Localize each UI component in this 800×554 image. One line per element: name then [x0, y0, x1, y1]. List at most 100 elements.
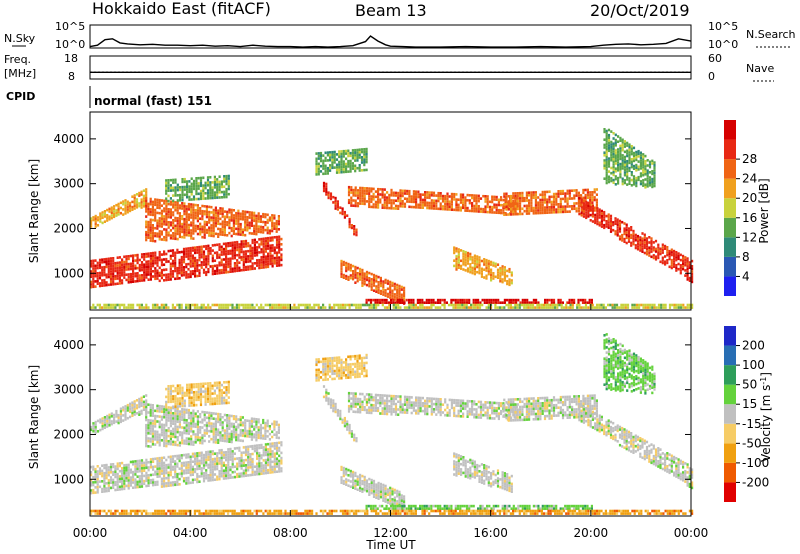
scatter-cell [350, 224, 353, 227]
scatter-cell [94, 486, 97, 489]
scatter-cell [576, 306, 579, 309]
scatter-cell [466, 193, 469, 197]
scatter-cell [624, 306, 627, 309]
scatter-cell [183, 220, 186, 224]
scatter-cell [223, 228, 226, 232]
scatter-cell [160, 274, 163, 277]
scatter-cell [214, 214, 217, 217]
scatter-cell [202, 477, 206, 480]
scatter-cell [114, 465, 117, 468]
scatter-cell [165, 303, 168, 307]
scatter-cell [496, 271, 500, 274]
scatter-cell [510, 200, 513, 203]
scatter-cell [626, 154, 629, 158]
scatter-cell [350, 226, 353, 230]
scatter-cell [324, 167, 327, 170]
scatter-cell [444, 207, 447, 211]
scatter-cell [185, 215, 188, 219]
scatter-cell [238, 457, 241, 460]
scatter-cell [284, 303, 287, 307]
scatter-cell [167, 474, 170, 477]
scatter-cell [439, 306, 442, 309]
scatter-cell [634, 233, 637, 237]
scatter-cell [90, 262, 93, 265]
scatter-cell [101, 474, 104, 478]
scatter-cell [485, 306, 488, 309]
scatter-cell [116, 269, 119, 272]
scatter-cell [158, 266, 161, 270]
scatter-cell [174, 277, 177, 281]
scatter-cell [178, 477, 181, 481]
scatter-cell [112, 473, 115, 476]
scatter-cell [156, 306, 159, 309]
scatter-cell [251, 254, 254, 258]
scatter-cell [356, 194, 360, 197]
scatter-cell [152, 478, 155, 482]
scatter-cell [464, 209, 467, 212]
scatter-cell [570, 298, 573, 302]
scatter-cell [617, 148, 620, 151]
scatter-cell [377, 275, 380, 279]
scatter-cell [149, 481, 152, 485]
scatter-cell [98, 258, 102, 262]
scatter-cell [92, 277, 95, 281]
scatter-cell [607, 216, 610, 219]
scatter-cell [178, 269, 181, 272]
scatter-cell [147, 255, 150, 258]
scatter-cell [616, 234, 619, 237]
scatter-cell [262, 225, 265, 229]
scatter-cell [251, 463, 254, 466]
scatter-cell [269, 466, 272, 469]
scatter-cell [251, 238, 254, 242]
scatter-cell [377, 195, 380, 199]
scatter-cell [103, 260, 106, 264]
scatter-cell [251, 249, 254, 252]
scatter-cell [152, 473, 155, 476]
scatter-cell [623, 158, 626, 161]
scatter-cell [587, 215, 590, 218]
scatter-cell [368, 205, 371, 209]
scatter-cell [140, 198, 143, 201]
scatter-cell [210, 216, 213, 219]
scatter-cell [180, 303, 183, 307]
scatter-cell [165, 469, 168, 472]
scatter-cell [182, 253, 186, 256]
scatter-cell [218, 185, 221, 189]
scatter-cell [355, 233, 358, 237]
scatter-cell [352, 199, 355, 202]
scatter-cell [98, 266, 102, 270]
scatter-cell [253, 241, 256, 244]
scatter-cell [92, 259, 95, 263]
scatter-cell [267, 461, 270, 464]
scatter-cell [108, 421, 111, 424]
scatter-cell [189, 471, 192, 474]
scatter-cell [537, 211, 540, 215]
scatter-cell [410, 205, 413, 209]
scatter-cell [480, 275, 483, 278]
scatter-cell [207, 244, 210, 248]
scatter-cell [584, 303, 588, 307]
scatter-cell [229, 241, 232, 245]
scatter-cell [134, 473, 137, 476]
scatter-cell [249, 463, 252, 466]
scatter-cell [408, 195, 411, 198]
scatter-cell [315, 157, 318, 161]
scatter-cell [655, 306, 658, 309]
scatter-cell [147, 265, 150, 268]
scatter-cell [218, 243, 221, 246]
scatter-cell [220, 245, 223, 249]
scatter-cell [174, 191, 177, 195]
scatter-cell [335, 166, 339, 169]
scatter-cell [347, 193, 351, 197]
scatter-cell [167, 210, 170, 214]
scatter-cell [143, 482, 146, 485]
scatter-cell [172, 189, 175, 192]
scatter-cell [250, 224, 253, 227]
scatter-cell [618, 222, 622, 225]
scatter-cell [635, 179, 638, 182]
scatter-cell [260, 256, 263, 259]
scatter-cell [114, 475, 117, 479]
scatter-cell [550, 205, 553, 209]
scatter-cell [238, 303, 241, 307]
scatter-cell [660, 303, 663, 307]
